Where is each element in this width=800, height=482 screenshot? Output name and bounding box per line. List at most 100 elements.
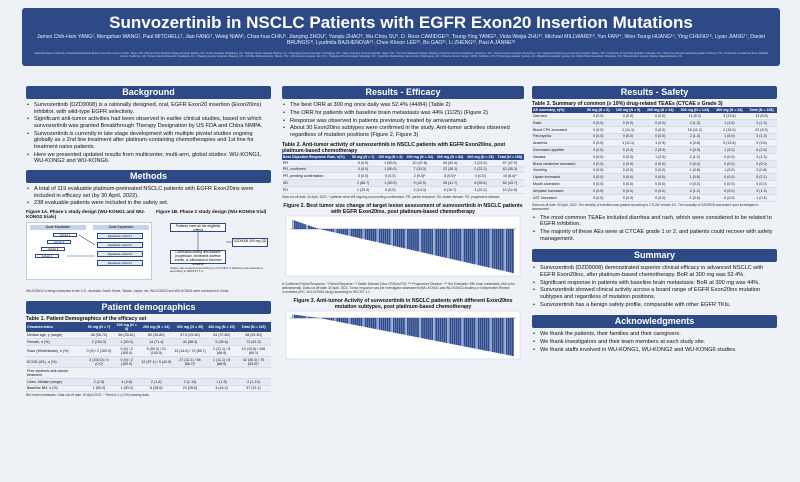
waterfall-bar (328, 228, 331, 231)
table-row: Decreased appetite 0 (0.0) 0 (0.0) 2 (5.9) 0… (532, 146, 777, 154)
waterfall-bar (340, 228, 343, 234)
table-cell: 6 (2.5) (746, 146, 777, 154)
figure-2-note: # Confirmed Partial Response; * Partial … (282, 281, 515, 294)
waterfall-bar (449, 228, 452, 259)
waterfall-bar (322, 317, 325, 319)
table-cell: 13 (14.0) / 72 (85.7) (172, 345, 208, 357)
waterfall-bar (497, 317, 500, 353)
waterfall-bar (380, 317, 383, 330)
waterfall-bar (304, 315, 306, 318)
table-cell: 0 (0.0) (643, 194, 677, 202)
table-cell: 8 (9.5)* (434, 172, 466, 181)
column-header: AE summary, n(%) (532, 107, 584, 114)
column-header: 400 mg (N = 25) (465, 153, 496, 160)
table-cell: 1 (1-5) (207, 378, 236, 386)
table-cell: 10 (8.4)* (495, 172, 524, 181)
waterfall-bar (425, 228, 427, 253)
waterfall-bar (354, 317, 357, 325)
table-cell: 0 (0.0) (712, 160, 746, 168)
waterfall-bar (489, 317, 492, 352)
waterfall-bar (421, 228, 423, 253)
summary-bullet: Significant response in patients with ba… (532, 280, 777, 287)
table-cell: 6 (10.7) (434, 186, 466, 194)
table-row: Vomiting 0 (0.0) 0 (0.0) 0 (0.0) 1 (0.6) 1 (5… (532, 167, 777, 175)
waterfall-bar (346, 228, 349, 236)
table-row: Blood CPK increased 0 (0.0) 1 (11.1) 0 (0.0… (532, 126, 777, 134)
table-cell: 3 (1.3) (746, 187, 777, 195)
table-cell: 0 (0.0) (612, 146, 644, 154)
methods-bullet: A total of 119 evaluable platinum-pretre… (26, 186, 271, 199)
table-cell: 0 (0.0) (612, 180, 644, 188)
background-heading: Background (26, 86, 271, 99)
waterfall-bar (467, 228, 470, 263)
table-cell: 0 (0.0) (583, 133, 613, 141)
table-cell: Prior systemic anti-cancer treatment (26, 367, 85, 379)
table-cell: 4 (44.4) (207, 385, 236, 393)
waterfall-bar (487, 317, 490, 351)
waterfall-bar (324, 317, 327, 319)
waterfall-bar (497, 228, 500, 270)
waterfall-bar (380, 228, 383, 243)
waterfall-bar (455, 317, 458, 345)
waterfall-bar (382, 317, 385, 331)
waterfall-bar (352, 228, 355, 237)
table-cell: 0 (0.0) (612, 160, 644, 168)
table-cell: SD (282, 179, 351, 187)
dose-box: DZD9008 300 mg QD (232, 237, 268, 247)
left-column: Background Sunvozertinib (DZD9008) is a … (26, 86, 271, 476)
waterfall-bar (394, 228, 397, 247)
table-cell: 56 (33-61) (113, 332, 140, 340)
column-header: 200 mg (N = 34) (404, 153, 435, 160)
waterfall-bar (423, 228, 425, 253)
waterfall-bar (384, 228, 387, 244)
table-cell: 0 (0.0) (350, 166, 377, 174)
waterfall-bar (483, 317, 486, 351)
waterfall-bar (372, 317, 375, 329)
table-3-note: Data cut-off date: 30 April, 2022. The s… (532, 202, 759, 211)
table-cell: 37 (31.1) (236, 385, 271, 393)
waterfall-bar (306, 316, 308, 318)
waterfall-bar (356, 228, 359, 238)
waterfall-bar (481, 228, 484, 266)
table-row: Anaemia 0 (0.0) 1 (11.1) 1 (2.9) 4 (2.8) 3 (1… (532, 139, 777, 148)
table-cell: 1 (0.6) (676, 167, 713, 175)
waterfall-bar (338, 317, 341, 322)
waterfall-bar (352, 317, 355, 325)
table-cell (236, 367, 271, 379)
waterfall-bar (441, 317, 444, 342)
table-cell: 0 (0.0) (583, 139, 613, 148)
table-cell (84, 367, 114, 379)
waterfall-bar (511, 317, 514, 356)
demographics-table: Characteristics 50 mg (N = 7) 100 mg (N = … (26, 321, 271, 393)
figure-1a-caption: Figure 1A. Phase 1 study design (WU-KONG… (26, 208, 145, 220)
table-cell: 5 (2.1) (746, 173, 777, 182)
table-cell: 3 (1.3) (746, 133, 777, 141)
background-list: Sunvozertinib (DZD9008) is a rationally … (26, 102, 271, 165)
table-cell: 2 (1.3) (676, 119, 713, 127)
waterfall-bar (409, 228, 411, 250)
waterfall-bar (409, 317, 411, 336)
waterfall-bar (378, 228, 381, 243)
background-bullet: Sunvozertinib is currently in late stage… (26, 131, 271, 151)
table-cell: 2 (1-6) (139, 378, 173, 386)
table-cell: 0 (0.0) (643, 160, 677, 168)
table-cell: 0 (0.0) (712, 194, 746, 202)
waterfall-bar (503, 317, 506, 355)
table-1-caption: Table 1. Patient Demographics of the eff… (26, 315, 147, 322)
waterfall-bar (457, 228, 460, 261)
waterfall-bar (336, 317, 339, 322)
waterfall-bar (382, 228, 385, 244)
background-bullet: Significant anti-tumor activities had be… (26, 116, 271, 129)
waterfall-bar (300, 222, 302, 229)
waterfall-bar (431, 317, 434, 340)
waterfall-bar (350, 228, 353, 237)
table-row: Mouth ulceration 0 (0.0) 0 (0.0) 0 (0.0) 0 (… (532, 180, 777, 188)
waterfall-bar (499, 317, 502, 354)
waterfall-bar (495, 317, 498, 353)
waterfall-bar (505, 228, 508, 272)
table-cell: 48 (36-70) (84, 332, 114, 340)
methods-footnote: WU-KONG1 is being conducted in the U.S.,… (26, 288, 230, 293)
waterfall-bar (334, 228, 337, 233)
table-cell: 0 (0.0) (612, 119, 644, 127)
